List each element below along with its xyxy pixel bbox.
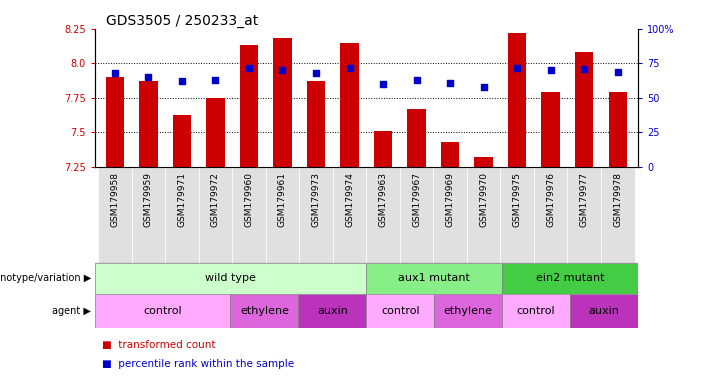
Text: auxin: auxin xyxy=(317,306,348,316)
Point xyxy=(210,77,221,83)
Bar xyxy=(433,167,467,263)
Bar xyxy=(307,81,325,167)
Text: GDS3505 / 250233_at: GDS3505 / 250233_at xyxy=(105,14,258,28)
Bar xyxy=(434,294,502,328)
Point xyxy=(478,84,489,90)
Bar xyxy=(95,294,231,328)
Point xyxy=(109,70,121,76)
Text: GSM179960: GSM179960 xyxy=(245,172,253,227)
Text: ein2 mutant: ein2 mutant xyxy=(536,273,604,283)
Text: agent ▶: agent ▶ xyxy=(53,306,91,316)
Bar xyxy=(475,157,493,167)
Bar xyxy=(568,167,601,263)
Text: ethylene: ethylene xyxy=(240,306,289,316)
Text: GSM179975: GSM179975 xyxy=(512,172,522,227)
Point xyxy=(344,65,355,71)
Text: GSM179973: GSM179973 xyxy=(311,172,320,227)
Text: GSM179971: GSM179971 xyxy=(177,172,186,227)
Bar xyxy=(299,294,366,328)
Text: GSM179976: GSM179976 xyxy=(546,172,555,227)
Text: GSM179972: GSM179972 xyxy=(211,172,220,227)
Text: GSM179978: GSM179978 xyxy=(613,172,622,227)
Bar xyxy=(502,263,638,294)
Bar xyxy=(240,45,258,167)
Text: ■  transformed count: ■ transformed count xyxy=(102,339,215,350)
Bar xyxy=(198,167,232,263)
Bar xyxy=(132,167,165,263)
Point xyxy=(243,65,254,71)
Text: genotype/variation ▶: genotype/variation ▶ xyxy=(0,273,91,283)
Text: GSM179959: GSM179959 xyxy=(144,172,153,227)
Point xyxy=(311,70,322,76)
Bar xyxy=(106,77,124,167)
Text: ■  percentile rank within the sample: ■ percentile rank within the sample xyxy=(102,359,294,369)
Bar xyxy=(601,167,634,263)
Point xyxy=(578,66,590,72)
Point xyxy=(411,77,422,83)
Text: ethylene: ethylene xyxy=(444,306,493,316)
Bar xyxy=(206,98,224,167)
Text: control: control xyxy=(517,306,555,316)
Point xyxy=(612,69,623,75)
Point xyxy=(512,65,523,71)
Text: control: control xyxy=(381,306,419,316)
Bar xyxy=(165,167,198,263)
Bar xyxy=(570,294,638,328)
Bar xyxy=(366,167,400,263)
Point xyxy=(143,74,154,80)
Bar xyxy=(374,131,393,167)
Bar xyxy=(232,167,266,263)
Text: wild type: wild type xyxy=(205,273,256,283)
Bar xyxy=(98,167,132,263)
Bar xyxy=(467,167,501,263)
Point xyxy=(176,78,187,84)
Text: GSM179967: GSM179967 xyxy=(412,172,421,227)
Bar xyxy=(534,167,568,263)
Bar xyxy=(139,81,158,167)
Bar xyxy=(407,109,426,167)
Bar xyxy=(299,167,333,263)
Point xyxy=(377,81,388,87)
Text: GSM179958: GSM179958 xyxy=(110,172,119,227)
Bar xyxy=(340,43,359,167)
Text: GSM179963: GSM179963 xyxy=(379,172,388,227)
Text: GSM179970: GSM179970 xyxy=(479,172,488,227)
Text: GSM179961: GSM179961 xyxy=(278,172,287,227)
Bar xyxy=(266,167,299,263)
Bar xyxy=(400,167,433,263)
Text: GSM179974: GSM179974 xyxy=(345,172,354,227)
Bar xyxy=(502,294,570,328)
Bar xyxy=(366,263,502,294)
Text: control: control xyxy=(143,306,182,316)
Bar xyxy=(95,263,366,294)
Bar xyxy=(231,294,299,328)
Bar xyxy=(366,294,434,328)
Bar xyxy=(541,93,560,167)
Bar xyxy=(333,167,367,263)
Bar xyxy=(273,38,292,167)
Bar xyxy=(501,167,534,263)
Text: GSM179977: GSM179977 xyxy=(580,172,589,227)
Bar xyxy=(508,33,526,167)
Point xyxy=(545,67,557,73)
Point xyxy=(444,79,456,86)
Text: aux1 mutant: aux1 mutant xyxy=(398,273,470,283)
Text: auxin: auxin xyxy=(589,306,620,316)
Bar xyxy=(441,142,459,167)
Point xyxy=(277,67,288,73)
Text: GSM179969: GSM179969 xyxy=(446,172,455,227)
Bar xyxy=(575,52,594,167)
Bar xyxy=(172,114,191,167)
Bar xyxy=(608,93,627,167)
